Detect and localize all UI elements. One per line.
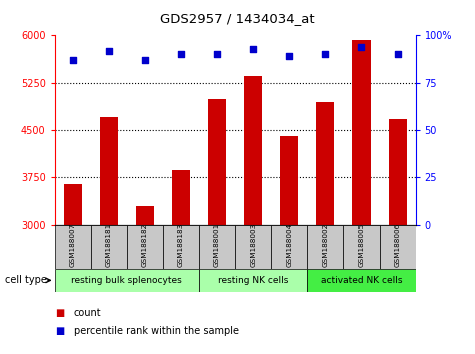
- Bar: [64, 184, 82, 225]
- Bar: [389, 119, 407, 225]
- Point: [394, 51, 401, 57]
- Text: GSM188007: GSM188007: [70, 223, 76, 267]
- Point: [177, 51, 185, 57]
- Bar: [100, 118, 118, 225]
- Text: ■: ■: [55, 326, 64, 336]
- Text: GSM188003: GSM188003: [250, 223, 256, 267]
- Text: GSM188004: GSM188004: [286, 223, 292, 267]
- Point: [69, 57, 76, 63]
- Bar: [271, 225, 307, 269]
- Text: GDS2957 / 1434034_at: GDS2957 / 1434034_at: [160, 12, 315, 25]
- Bar: [307, 225, 343, 269]
- Bar: [307, 269, 416, 292]
- Bar: [380, 225, 416, 269]
- Bar: [280, 136, 298, 225]
- Point: [249, 46, 257, 51]
- Bar: [352, 40, 370, 225]
- Bar: [235, 225, 271, 269]
- Bar: [199, 269, 307, 292]
- Bar: [199, 225, 235, 269]
- Text: ■: ■: [55, 308, 64, 318]
- Text: GSM188006: GSM188006: [395, 223, 400, 267]
- Point: [358, 44, 365, 50]
- Bar: [208, 98, 226, 225]
- Bar: [172, 170, 190, 225]
- Bar: [127, 225, 163, 269]
- Point: [141, 57, 149, 63]
- Text: resting NK cells: resting NK cells: [218, 276, 288, 285]
- Point: [322, 51, 329, 57]
- Bar: [55, 225, 91, 269]
- Point: [105, 48, 113, 53]
- Text: cell type: cell type: [5, 275, 47, 285]
- Text: percentile rank within the sample: percentile rank within the sample: [74, 326, 238, 336]
- Bar: [244, 76, 262, 225]
- Text: GSM188002: GSM188002: [323, 223, 328, 267]
- Bar: [91, 225, 127, 269]
- Text: GSM188181: GSM188181: [106, 223, 112, 267]
- Text: resting bulk splenocytes: resting bulk splenocytes: [71, 276, 182, 285]
- Text: GSM188183: GSM188183: [178, 223, 184, 267]
- Text: GSM188001: GSM188001: [214, 223, 220, 267]
- Bar: [163, 225, 199, 269]
- Point: [213, 51, 221, 57]
- Text: count: count: [74, 308, 101, 318]
- Text: activated NK cells: activated NK cells: [321, 276, 402, 285]
- Bar: [343, 225, 380, 269]
- Bar: [136, 206, 154, 225]
- Text: GSM188182: GSM188182: [142, 223, 148, 267]
- Bar: [55, 269, 199, 292]
- Bar: [316, 102, 334, 225]
- Point: [285, 53, 293, 59]
- Text: GSM188005: GSM188005: [359, 223, 364, 267]
